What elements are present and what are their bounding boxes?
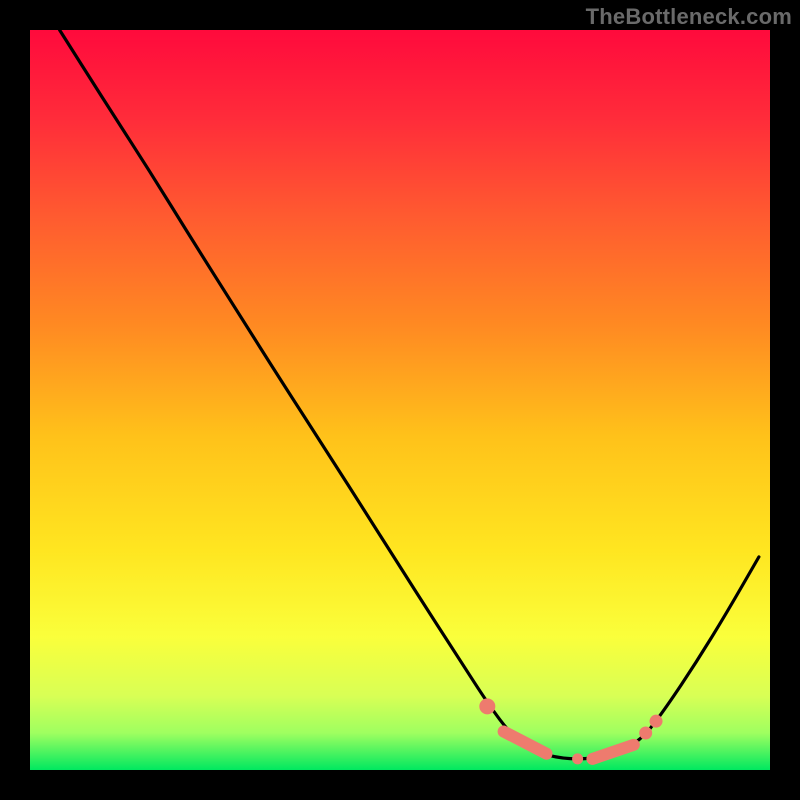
marker-dot — [479, 698, 495, 714]
gradient-background — [30, 30, 770, 770]
marker-dot — [572, 753, 583, 764]
watermark-text: TheBottleneck.com — [586, 4, 792, 30]
marker-dot — [650, 715, 663, 728]
bottleneck-chart — [0, 0, 800, 800]
marker-dot — [639, 727, 652, 740]
